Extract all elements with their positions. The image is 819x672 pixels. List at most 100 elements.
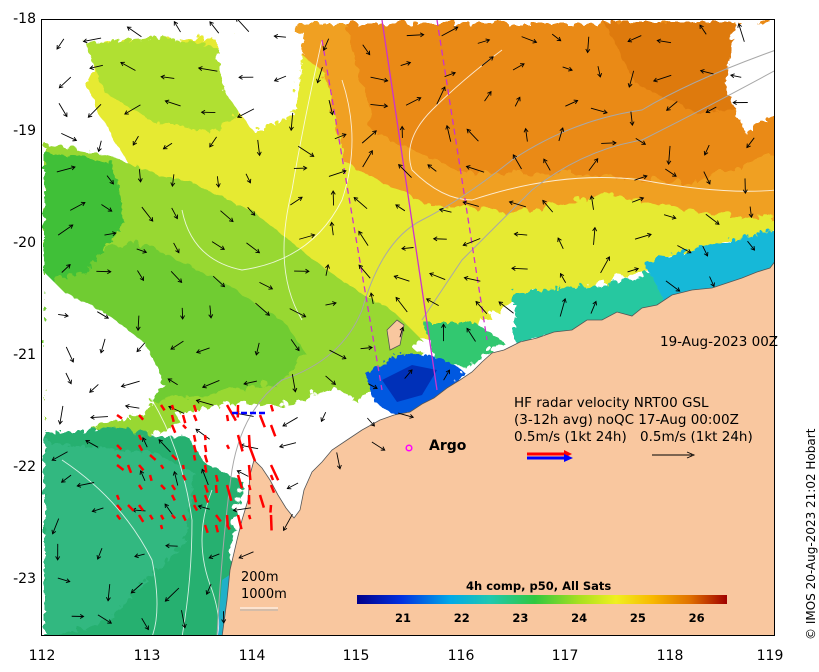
current-arrow: [237, 470, 249, 477]
current-arrow-head: [254, 350, 260, 356]
current-arrow: [426, 298, 439, 306]
current-arrow: [597, 66, 601, 78]
current-arrow-head: [120, 61, 125, 67]
radar-arrow: [225, 404, 237, 422]
current-arrow: [665, 280, 680, 292]
current-arrow: [514, 233, 528, 236]
radar-arrow: [181, 474, 187, 481]
radar-arrow: [203, 494, 210, 504]
current-arrow-head: [330, 190, 336, 195]
current-arrow: [137, 315, 140, 331]
current-arrow-head: [516, 96, 521, 102]
current-arrow: [290, 339, 300, 351]
current-arrow: [481, 56, 494, 67]
current-arrow-head: [107, 269, 112, 275]
current-arrow: [51, 451, 68, 461]
current-arrow-head: [238, 554, 244, 559]
current-arrow-head: [475, 300, 481, 306]
current-arrow-head: [89, 65, 94, 71]
current-arrow: [542, 200, 554, 213]
current-arrow: [512, 154, 522, 170]
current-arrow: [52, 518, 60, 534]
current-arrow: [399, 327, 404, 338]
current-arrow-head: [639, 196, 645, 202]
current-arrow: [665, 168, 677, 177]
current-arrow: [328, 170, 347, 177]
current-arrow-head: [172, 470, 178, 476]
current-arrow-head: [301, 313, 307, 318]
current-arrow-head: [144, 625, 149, 631]
current-arrow-head: [329, 221, 335, 227]
current-arrow-head: [393, 274, 399, 280]
current-arrow: [165, 545, 178, 547]
current-arrow: [90, 416, 108, 419]
legend-arrows: [527, 450, 696, 462]
current-arrow-head: [372, 130, 377, 135]
current-arrow-head: [302, 165, 308, 171]
current-arrow: [97, 614, 112, 624]
current-arrow: [439, 208, 452, 213]
x-tick-label: 112: [28, 648, 56, 664]
current-arrow: [163, 142, 173, 150]
radar-arrow: [203, 524, 209, 534]
current-arrow: [427, 164, 437, 172]
current-arrow: [331, 222, 334, 236]
current-arrow-head: [112, 231, 117, 237]
current-arrow-head: [597, 73, 603, 78]
current-arrow: [195, 428, 210, 440]
current-arrow: [170, 270, 182, 283]
current-arrow-head: [462, 200, 468, 206]
current-arrow: [466, 129, 479, 142]
current-arrow-head: [238, 74, 243, 80]
radar-arrow: [269, 504, 273, 513]
current-arrow-head: [170, 182, 176, 188]
current-arrow-head: [589, 195, 595, 200]
current-arrow: [512, 63, 525, 71]
current-arrow: [358, 264, 371, 279]
sst-map[interactable]: [41, 19, 775, 636]
current-arrow-head: [706, 179, 711, 185]
radar-arrow: [137, 514, 145, 523]
current-arrow-head: [605, 256, 611, 261]
current-arrow-head: [441, 86, 446, 92]
current-arrow: [198, 505, 210, 510]
current-arrow: [246, 242, 260, 254]
current-arrow-head: [201, 383, 207, 389]
radar-arrow: [116, 464, 125, 471]
current-arrow: [97, 548, 103, 560]
current-arrow: [107, 584, 111, 601]
radar-arrow: [137, 434, 143, 441]
current-arrow: [58, 313, 69, 317]
current-arrow: [65, 346, 74, 363]
current-arrow: [137, 270, 144, 281]
current-arrow: [747, 240, 755, 251]
current-arrow: [443, 369, 450, 381]
current-arrow: [600, 256, 610, 274]
current-arrow-head: [325, 264, 330, 269]
current-arrow-head: [68, 224, 74, 229]
radar-arrow: [269, 404, 275, 412]
current-arrow: [167, 378, 178, 386]
current-arrow-head: [170, 345, 176, 350]
current-arrow: [749, 206, 752, 218]
current-arrow: [70, 202, 86, 211]
radar-arrow: [137, 504, 144, 512]
current-arrow: [464, 277, 481, 282]
argo-marker[interactable]: [405, 444, 413, 452]
current-arrow-head: [463, 275, 469, 281]
x-tick-label: 113: [133, 648, 161, 664]
current-arrow: [171, 174, 175, 187]
radar-arrow: [236, 474, 244, 489]
current-arrow-head: [380, 446, 386, 451]
current-arrow: [401, 247, 414, 250]
current-arrow-head: [647, 232, 652, 238]
current-arrow: [325, 375, 336, 385]
current-arrow: [279, 442, 297, 448]
radar-arrow: [192, 414, 198, 422]
current-arrow: [704, 144, 710, 156]
current-arrow: [170, 340, 184, 350]
colorbar-tick-label: 21: [394, 611, 411, 625]
current-arrow: [274, 35, 286, 38]
current-arrow-head: [512, 154, 518, 159]
current-arrow-head: [236, 20, 238, 22]
